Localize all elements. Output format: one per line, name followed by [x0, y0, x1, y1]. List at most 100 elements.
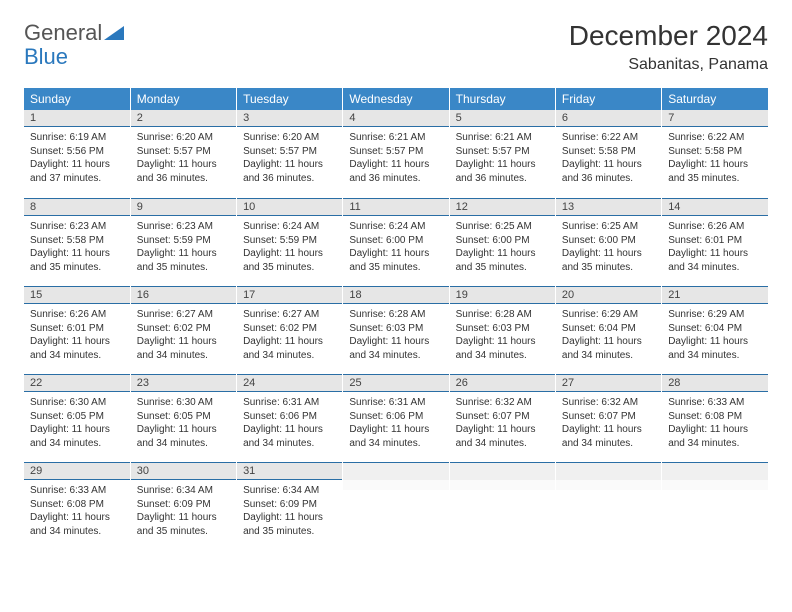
- day-number: 13: [556, 198, 661, 216]
- daylight-line: Daylight: 11 hours and 37 minutes.: [30, 158, 124, 185]
- day-number: 17: [237, 286, 342, 304]
- sunrise-line: Sunrise: 6:23 AM: [30, 220, 124, 234]
- daylight-line: Daylight: 11 hours and 34 minutes.: [668, 247, 762, 274]
- day-details: Sunrise: 6:20 AMSunset: 5:57 PMDaylight:…: [131, 127, 236, 191]
- sunset-line: Sunset: 5:56 PM: [30, 145, 124, 159]
- daylight-line: Daylight: 11 hours and 35 minutes.: [137, 247, 230, 274]
- day-number: 1: [24, 110, 130, 127]
- day-details: Sunrise: 6:21 AMSunset: 5:57 PMDaylight:…: [343, 127, 448, 191]
- daylight-line: Daylight: 11 hours and 34 minutes.: [30, 335, 124, 362]
- sunrise-line: Sunrise: 6:21 AM: [349, 131, 442, 145]
- day-number: 29: [24, 462, 130, 480]
- day-details: Sunrise: 6:19 AMSunset: 5:56 PMDaylight:…: [24, 127, 130, 191]
- daylight-line: Daylight: 11 hours and 34 minutes.: [243, 423, 336, 450]
- day-number: 14: [662, 198, 768, 216]
- sunset-line: Sunset: 5:59 PM: [137, 234, 230, 248]
- day-details: Sunrise: 6:33 AMSunset: 6:08 PMDaylight:…: [24, 480, 130, 544]
- sunset-line: Sunset: 6:00 PM: [456, 234, 549, 248]
- daylight-line: Daylight: 11 hours and 34 minutes.: [349, 423, 442, 450]
- sunrise-line: Sunrise: 6:30 AM: [137, 396, 230, 410]
- daylight-line: Daylight: 11 hours and 35 minutes.: [243, 247, 336, 274]
- day-number: 26: [450, 374, 555, 392]
- sunrise-line: Sunrise: 6:29 AM: [668, 308, 762, 322]
- daylight-line: Daylight: 11 hours and 34 minutes.: [137, 423, 230, 450]
- calendar-day-cell: 3Sunrise: 6:20 AMSunset: 5:57 PMDaylight…: [237, 110, 343, 198]
- daylight-line: Daylight: 11 hours and 36 minutes.: [456, 158, 549, 185]
- sunrise-line: Sunrise: 6:21 AM: [456, 131, 549, 145]
- calendar-day-cell: 20Sunrise: 6:29 AMSunset: 6:04 PMDayligh…: [555, 286, 661, 374]
- calendar-day-cell: 29Sunrise: 6:33 AMSunset: 6:08 PMDayligh…: [24, 462, 130, 550]
- day-details: Sunrise: 6:27 AMSunset: 6:02 PMDaylight:…: [237, 304, 342, 368]
- calendar-day-cell: 6Sunrise: 6:22 AMSunset: 5:58 PMDaylight…: [555, 110, 661, 198]
- weekday-header: Monday: [130, 88, 236, 110]
- day-details: Sunrise: 6:26 AMSunset: 6:01 PMDaylight:…: [24, 304, 130, 368]
- day-details: Sunrise: 6:28 AMSunset: 6:03 PMDaylight:…: [450, 304, 555, 368]
- sunrise-line: Sunrise: 6:26 AM: [30, 308, 124, 322]
- day-number: 7: [662, 110, 768, 127]
- day-details: Sunrise: 6:29 AMSunset: 6:04 PMDaylight:…: [556, 304, 661, 368]
- daylight-line: Daylight: 11 hours and 35 minutes.: [30, 247, 124, 274]
- logo-triangle-icon: [104, 20, 124, 46]
- sunset-line: Sunset: 5:57 PM: [243, 145, 336, 159]
- calendar-day-cell: 24Sunrise: 6:31 AMSunset: 6:06 PMDayligh…: [237, 374, 343, 462]
- day-details: Sunrise: 6:33 AMSunset: 6:08 PMDaylight:…: [662, 392, 768, 456]
- calendar-week-row: 22Sunrise: 6:30 AMSunset: 6:05 PMDayligh…: [24, 374, 768, 462]
- sunrise-line: Sunrise: 6:25 AM: [456, 220, 549, 234]
- sunrise-line: Sunrise: 6:27 AM: [243, 308, 336, 322]
- calendar-day-cell: 18Sunrise: 6:28 AMSunset: 6:03 PMDayligh…: [343, 286, 449, 374]
- daylight-line: Daylight: 11 hours and 36 minutes.: [562, 158, 655, 185]
- daylight-line: Daylight: 11 hours and 35 minutes.: [243, 511, 336, 538]
- sunset-line: Sunset: 6:03 PM: [456, 322, 549, 336]
- day-number: 15: [24, 286, 130, 304]
- daylight-line: Daylight: 11 hours and 36 minutes.: [243, 158, 336, 185]
- daylight-line: Daylight: 11 hours and 34 minutes.: [30, 423, 124, 450]
- daylight-line: Daylight: 11 hours and 34 minutes.: [243, 335, 336, 362]
- calendar-day-cell: 22Sunrise: 6:30 AMSunset: 6:05 PMDayligh…: [24, 374, 130, 462]
- day-number: 31: [237, 462, 342, 480]
- daylight-line: Daylight: 11 hours and 34 minutes.: [668, 335, 762, 362]
- weekday-header: Wednesday: [343, 88, 449, 110]
- day-number: 10: [237, 198, 342, 216]
- daylight-line: Daylight: 11 hours and 36 minutes.: [349, 158, 442, 185]
- calendar-week-row: 1Sunrise: 6:19 AMSunset: 5:56 PMDaylight…: [24, 110, 768, 198]
- daylight-line: Daylight: 11 hours and 34 minutes.: [456, 423, 549, 450]
- sunset-line: Sunset: 6:02 PM: [137, 322, 230, 336]
- daylight-line: Daylight: 11 hours and 35 minutes.: [562, 247, 655, 274]
- day-number: 12: [450, 198, 555, 216]
- sunrise-line: Sunrise: 6:27 AM: [137, 308, 230, 322]
- daylight-line: Daylight: 11 hours and 35 minutes.: [456, 247, 549, 274]
- day-number: 6: [556, 110, 661, 127]
- sunset-line: Sunset: 5:57 PM: [137, 145, 230, 159]
- day-details: Sunrise: 6:23 AMSunset: 5:59 PMDaylight:…: [131, 216, 236, 280]
- daylight-line: Daylight: 11 hours and 34 minutes.: [137, 335, 230, 362]
- page-header: General December 2024 Sabanitas, Panama: [24, 20, 768, 74]
- day-number: 3: [237, 110, 342, 127]
- daylight-line: Daylight: 11 hours and 36 minutes.: [137, 158, 230, 185]
- day-details: Sunrise: 6:27 AMSunset: 6:02 PMDaylight:…: [131, 304, 236, 368]
- calendar-day-cell: 15Sunrise: 6:26 AMSunset: 6:01 PMDayligh…: [24, 286, 130, 374]
- sunset-line: Sunset: 5:58 PM: [30, 234, 124, 248]
- sunset-line: Sunset: 6:04 PM: [562, 322, 655, 336]
- day-details: Sunrise: 6:34 AMSunset: 6:09 PMDaylight:…: [131, 480, 236, 544]
- day-details: Sunrise: 6:32 AMSunset: 6:07 PMDaylight:…: [450, 392, 555, 456]
- weekday-header-row: Sunday Monday Tuesday Wednesday Thursday…: [24, 88, 768, 110]
- sunset-line: Sunset: 6:05 PM: [137, 410, 230, 424]
- logo-blue-text: Blue: [24, 44, 68, 70]
- day-number: 5: [450, 110, 555, 127]
- sunset-line: Sunset: 6:03 PM: [349, 322, 442, 336]
- day-details: Sunrise: 6:24 AMSunset: 5:59 PMDaylight:…: [237, 216, 342, 280]
- day-number: 30: [131, 462, 236, 480]
- calendar-day-cell: 17Sunrise: 6:27 AMSunset: 6:02 PMDayligh…: [237, 286, 343, 374]
- sunset-line: Sunset: 5:57 PM: [456, 145, 549, 159]
- sunrise-line: Sunrise: 6:20 AM: [137, 131, 230, 145]
- day-number: 4: [343, 110, 448, 127]
- calendar-day-cell: [449, 462, 555, 550]
- sunset-line: Sunset: 6:07 PM: [456, 410, 549, 424]
- calendar-day-cell: 4Sunrise: 6:21 AMSunset: 5:57 PMDaylight…: [343, 110, 449, 198]
- calendar-table: Sunday Monday Tuesday Wednesday Thursday…: [24, 88, 768, 550]
- sunset-line: Sunset: 5:58 PM: [668, 145, 762, 159]
- day-number: 27: [556, 374, 661, 392]
- calendar-day-cell: 16Sunrise: 6:27 AMSunset: 6:02 PMDayligh…: [130, 286, 236, 374]
- calendar-day-cell: [555, 462, 661, 550]
- weekday-header: Sunday: [24, 88, 130, 110]
